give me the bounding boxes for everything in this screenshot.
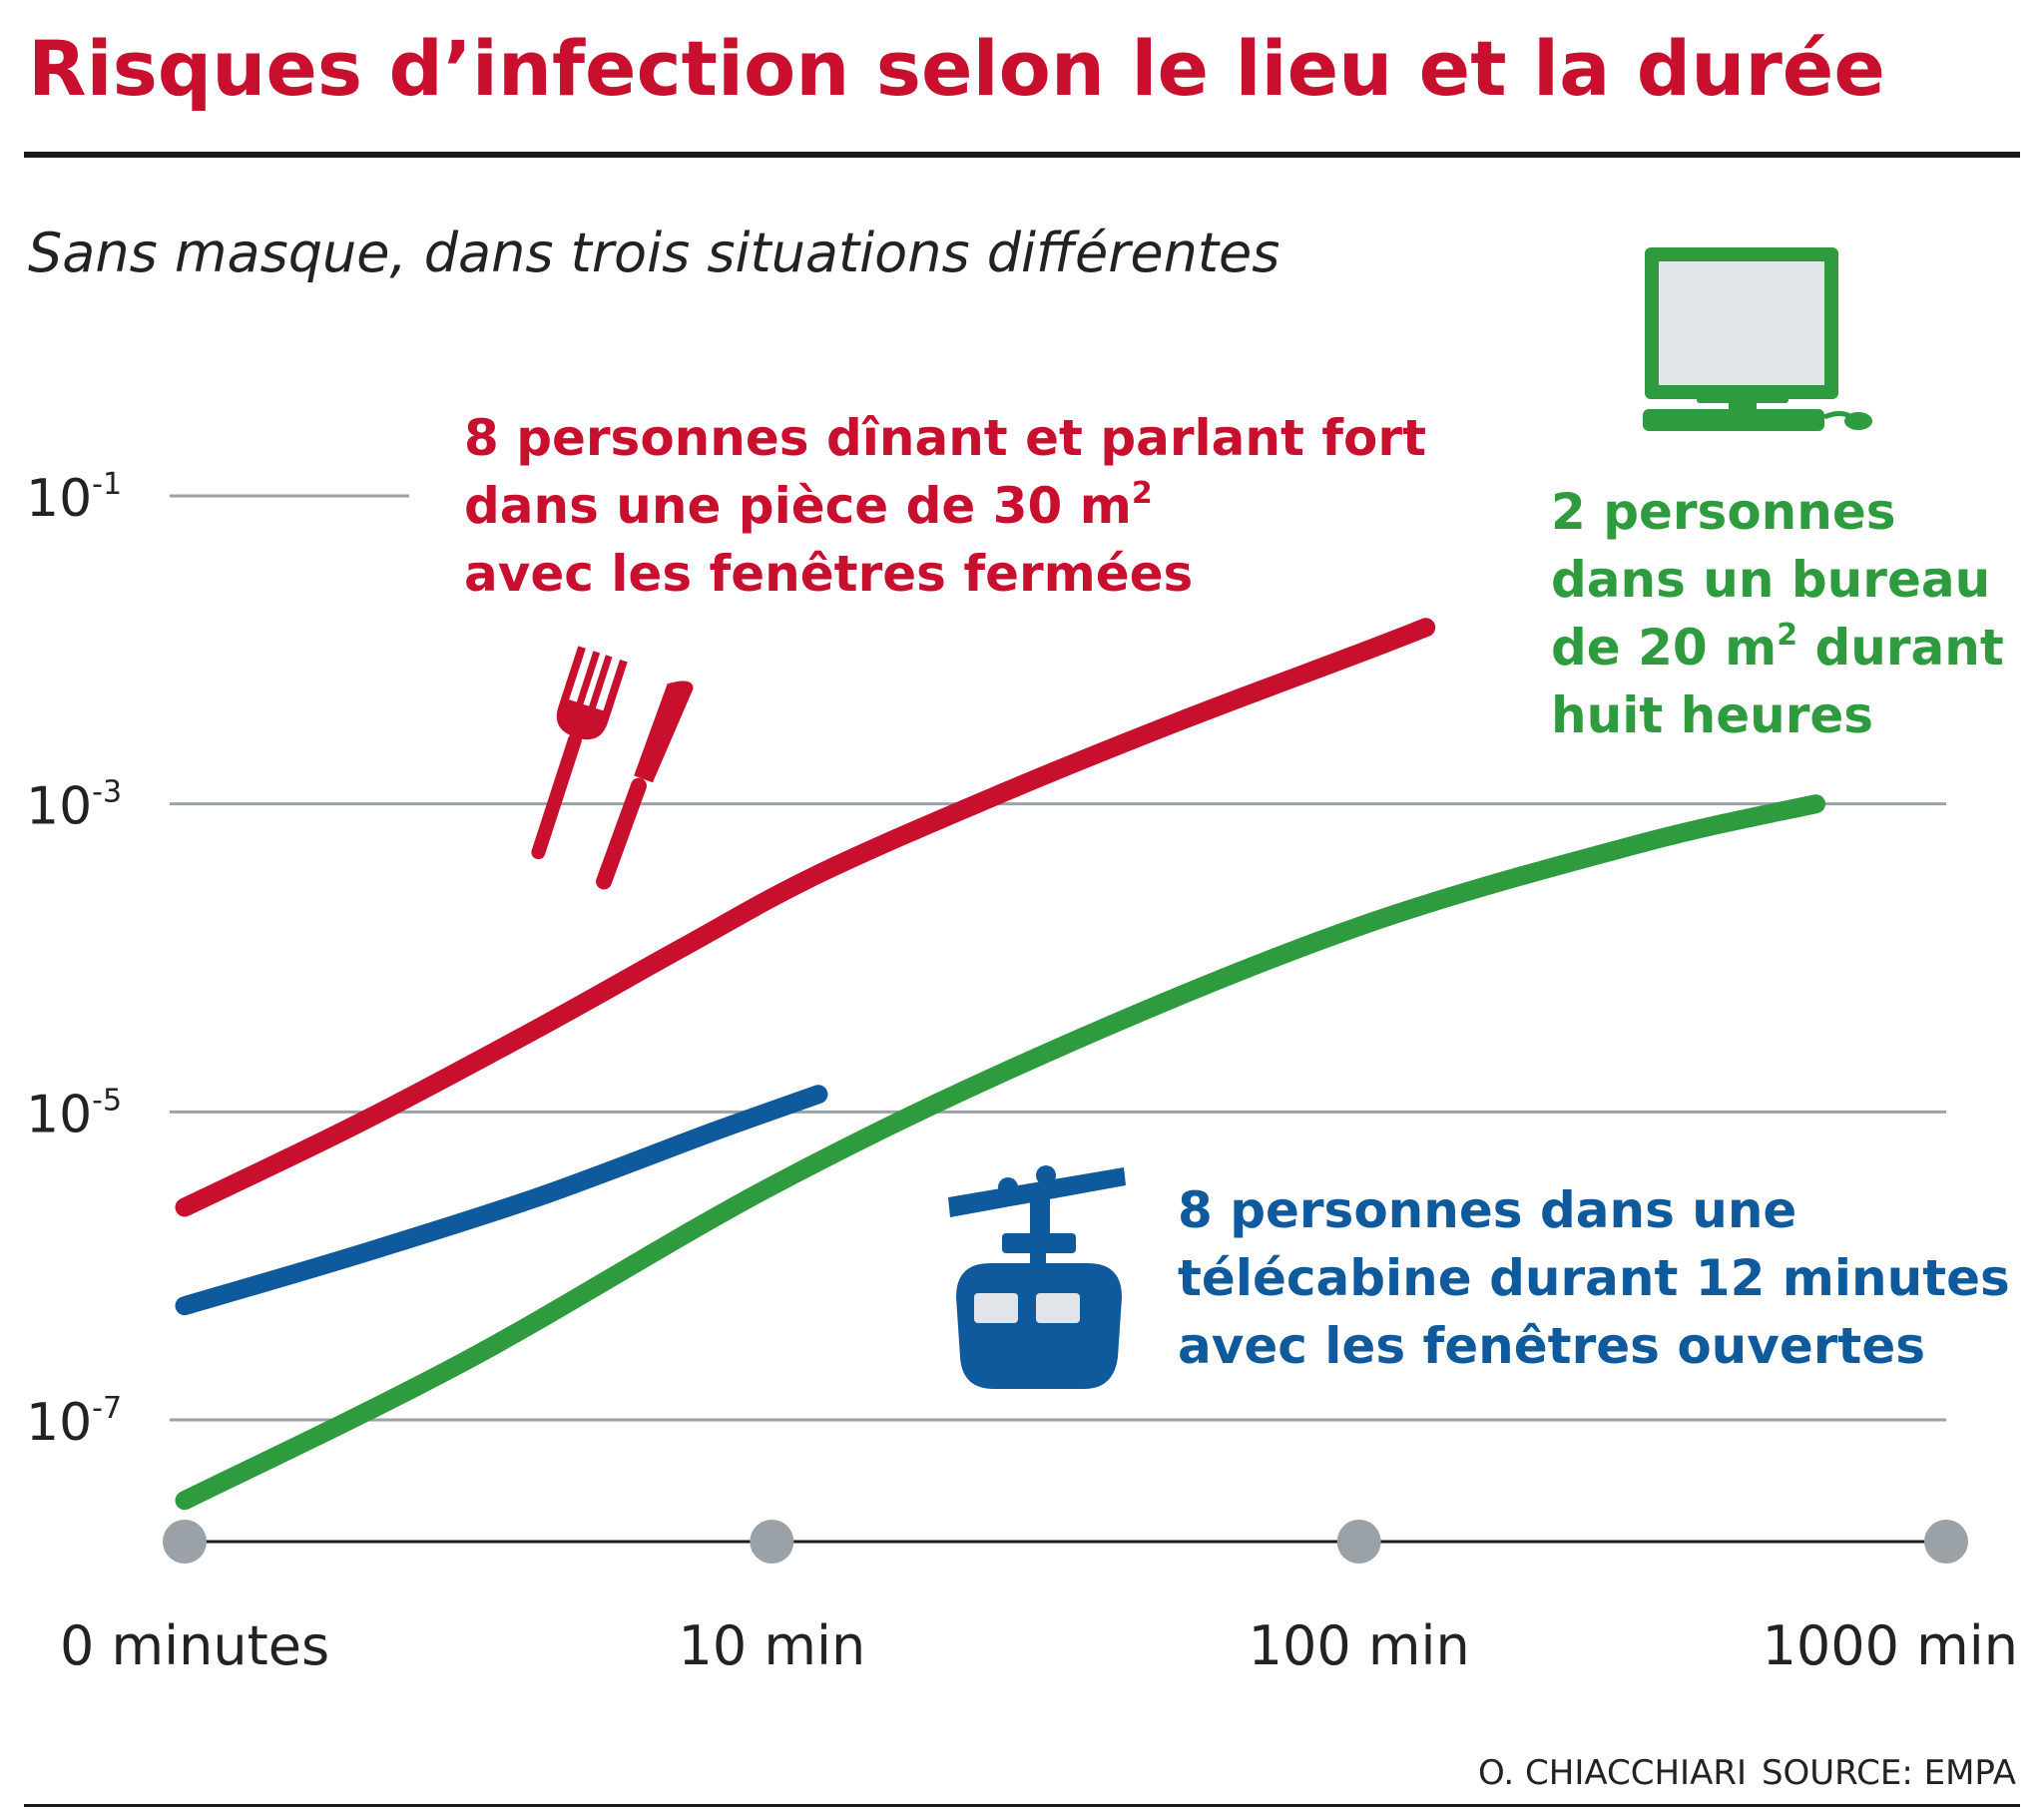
annotation-green-line-3: de 20 m: [1551, 619, 1777, 677]
y-tick-label: 10-7: [26, 1391, 122, 1453]
y-tick-label: 10-3: [26, 775, 122, 837]
annotation-red-superscript: 2: [1132, 476, 1153, 511]
x-tick-dot: [1924, 1520, 1968, 1564]
annotation-red-line-3: avec les fenêtres fermées: [464, 545, 1193, 603]
x-tick-dot: [1336, 1520, 1381, 1564]
series-line-green: [175, 794, 1825, 1511]
credit-author: O. CHIACCHIARI: [1478, 1753, 1747, 1793]
y-tick-label: 10-5: [26, 1083, 122, 1144]
gridlines: [170, 494, 1946, 1422]
annotation-red: 8 personnes dînant et parlant fort dans …: [464, 409, 1443, 890]
annotation-green-line-4: huit heures: [1551, 686, 1873, 744]
annotation-blue-text: 8 personnes dans une télécabine durant 1…: [1178, 1181, 2027, 1375]
series-line-red: [175, 618, 1436, 1217]
gondola-icon: [948, 1165, 1126, 1389]
annotation-green-line-1: 2 personnes: [1551, 483, 1896, 541]
annotation-blue-line-1: 8 personnes dans une: [1178, 1181, 1796, 1239]
annotation-green-line-2: dans un bureau: [1551, 551, 1990, 609]
fork-knife-icon: [531, 646, 694, 890]
annotation-green: 2 personnes dans un bureau de 20 m2 dura…: [1551, 247, 2021, 744]
x-tick-dot: [163, 1520, 207, 1564]
annotation-green-text: 2 personnes dans un bureau de 20 m2 dura…: [1551, 483, 2021, 744]
footer-rule: [24, 1804, 2020, 1807]
series-line-blue: [175, 1085, 828, 1316]
annotation-blue: 8 personnes dans une télécabine durant 1…: [948, 1165, 2027, 1389]
x-tick-label: 100 min: [1249, 1614, 1470, 1677]
annotation-green-line-3b: durant: [1797, 619, 2004, 677]
annotation-red-line-2: dans une pièce de 30 m: [464, 477, 1132, 535]
y-tick-label: 10-1: [26, 467, 122, 529]
x-tick-label: 1000 min: [1763, 1614, 2018, 1677]
x-axis-tick-labels: 0 minutes 10 min 100 min 1000 min: [60, 1614, 2018, 1677]
annotation-blue-line-2: télécabine durant 12 minutes: [1178, 1249, 2010, 1307]
title-rule: [24, 152, 2020, 158]
y-axis-tick-labels: 10-1 10-3 10-5 10-7: [26, 467, 122, 1453]
annotation-blue-line-3: avec les fenêtres ouvertes: [1178, 1317, 1925, 1375]
annotation-green-superscript: 2: [1777, 618, 1797, 653]
annotation-red-text: 8 personnes dînant et parlant fort dans …: [464, 409, 1443, 603]
x-axis: [163, 1520, 1968, 1564]
computer-icon: [1643, 247, 1872, 431]
chart-title: Risques d’infection selon le lieu et la …: [28, 24, 1885, 113]
x-tick-dot: [750, 1520, 794, 1564]
x-tick-label: 0 minutes: [60, 1614, 329, 1677]
series-lines: [175, 618, 1825, 1511]
annotation-red-line-1: 8 personnes dînant et parlant fort: [464, 409, 1426, 467]
chart-subtitle: Sans masque, dans trois situations diffé…: [28, 222, 1279, 284]
x-tick-label: 10 min: [678, 1614, 865, 1677]
credit-source: SOURCE: EMPA: [1762, 1753, 2016, 1793]
